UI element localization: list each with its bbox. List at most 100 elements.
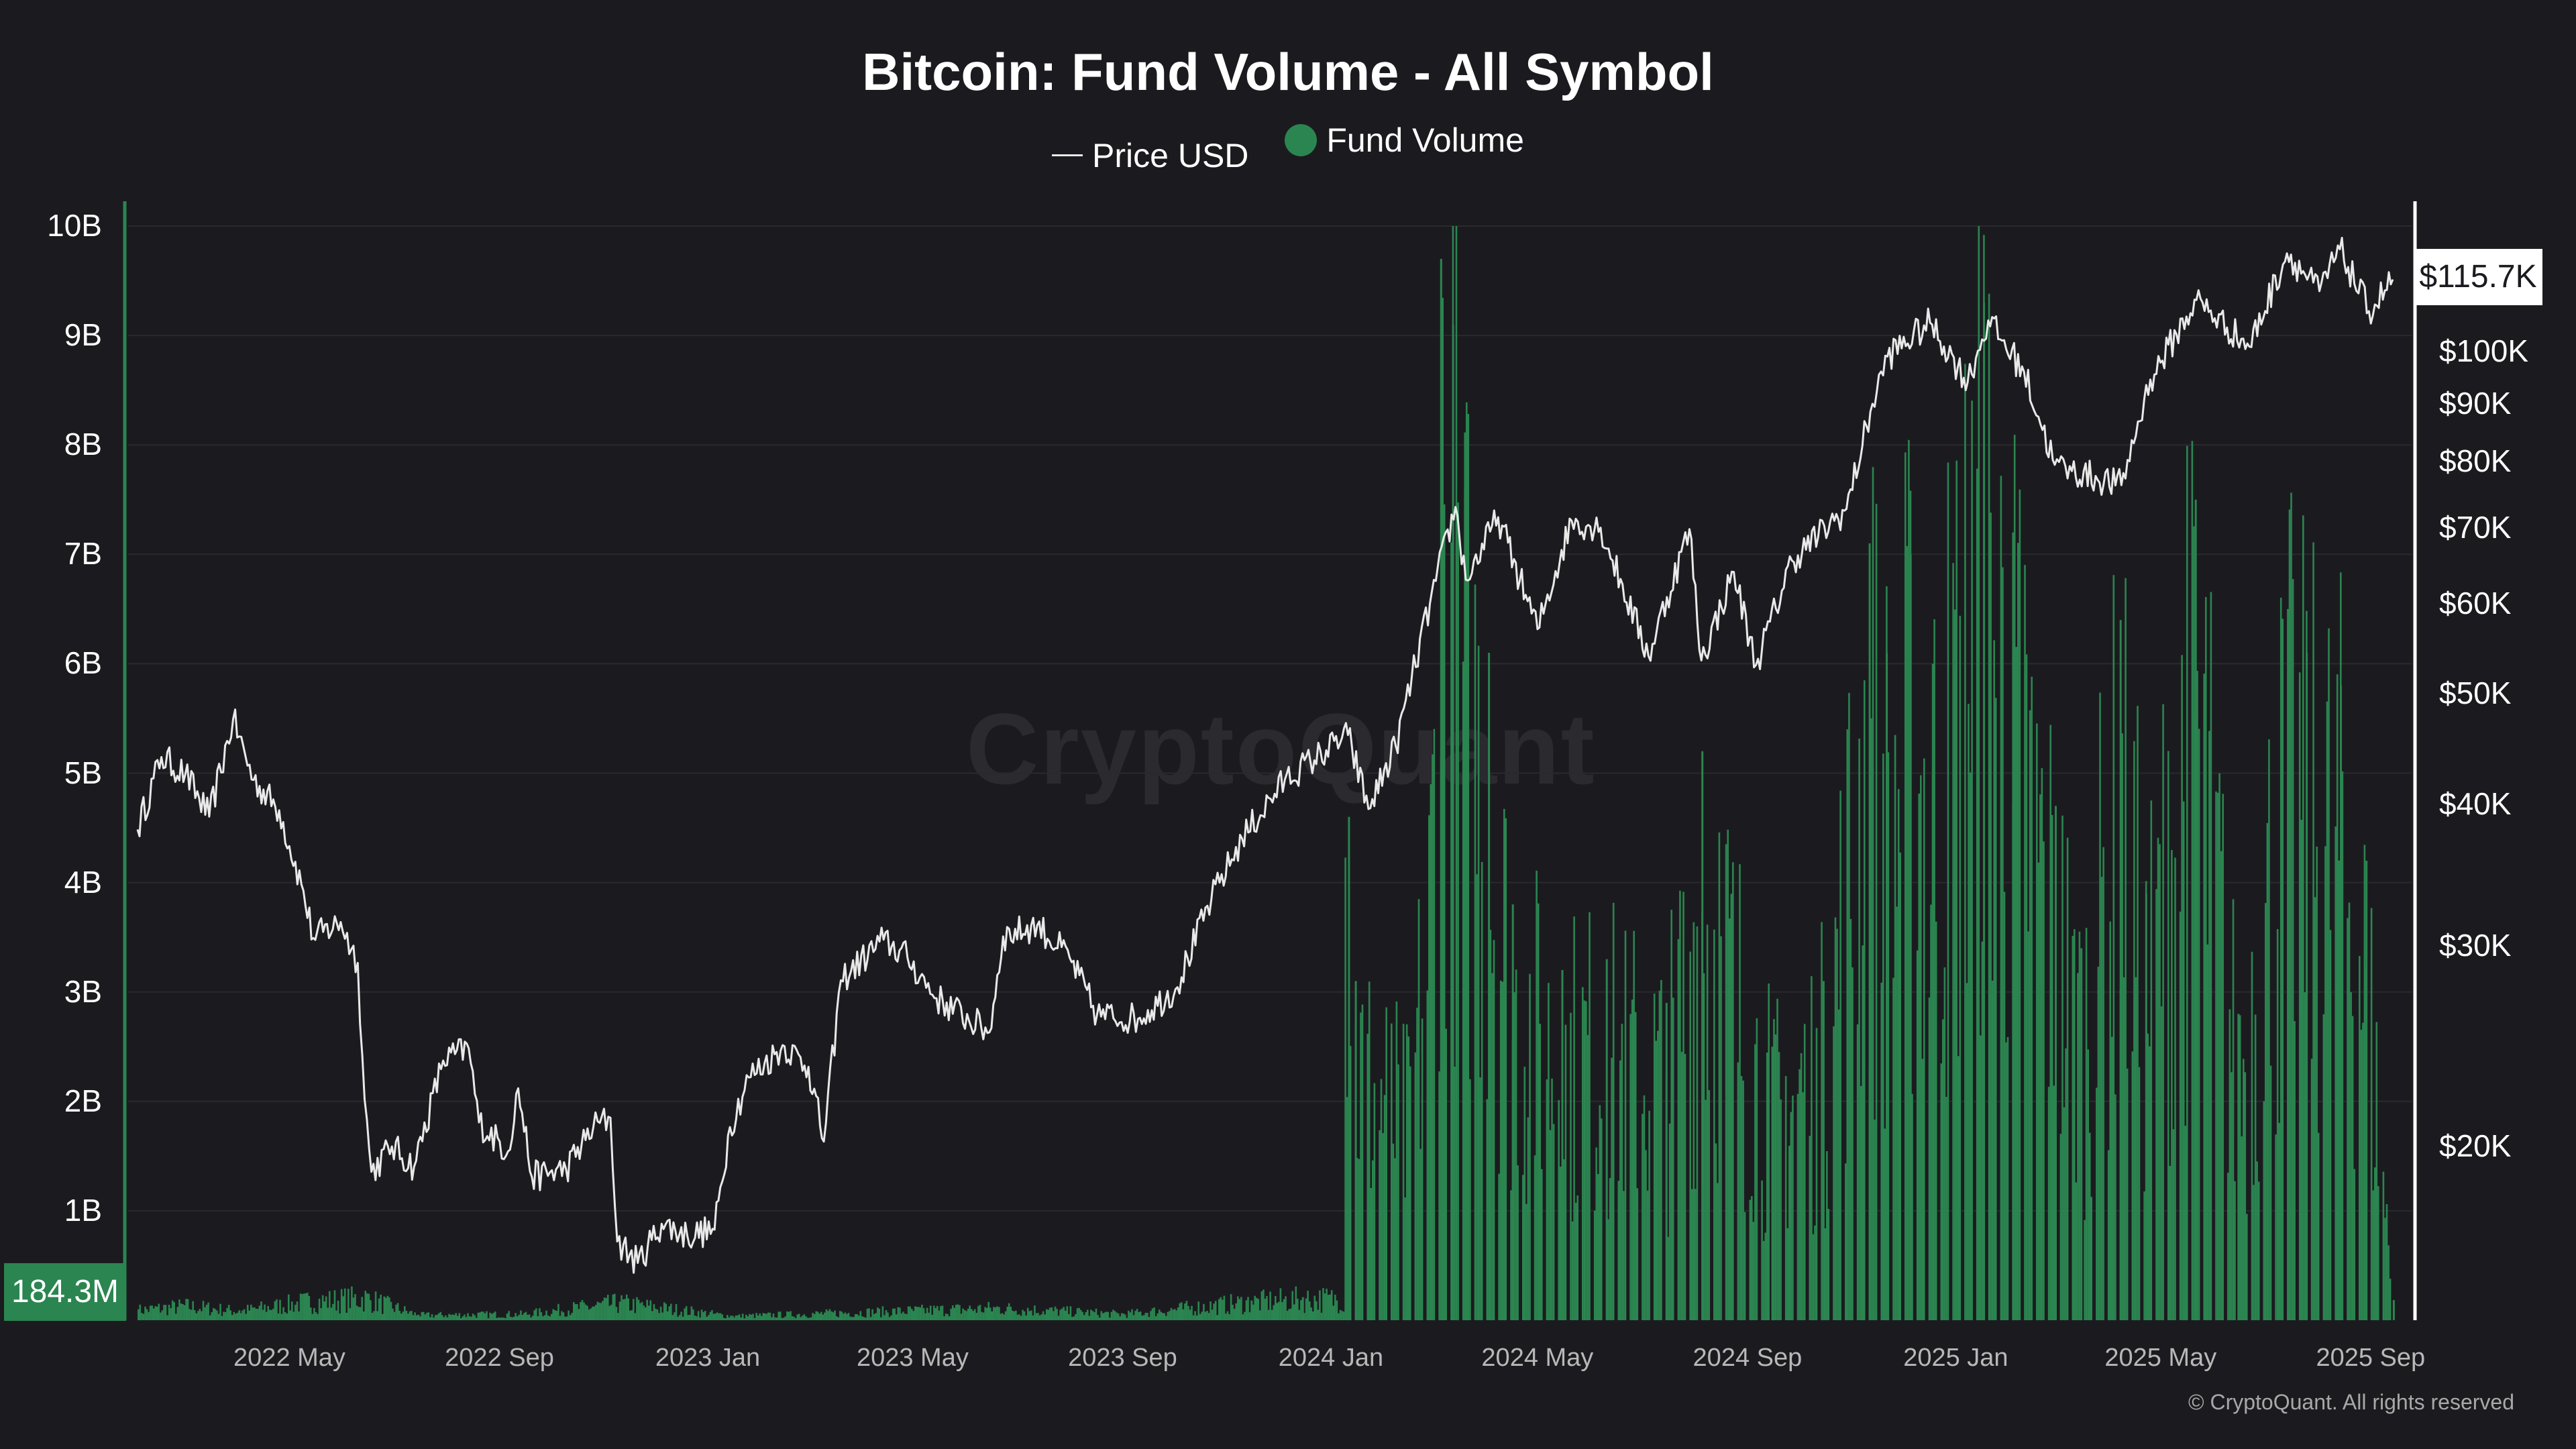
volume-bar xyxy=(446,1317,449,1320)
volume-bar xyxy=(254,1307,256,1320)
volume-bar xyxy=(1623,1191,1625,1320)
volume-bar xyxy=(2363,845,2366,1320)
volume-bar xyxy=(2169,1166,2171,1320)
volume-bar xyxy=(866,1308,869,1320)
volume-bar xyxy=(1404,1197,1406,1320)
volume-bar xyxy=(993,1307,995,1320)
volume-bar xyxy=(1897,789,1900,1320)
volume-bar xyxy=(1703,973,1705,1320)
volume-bar xyxy=(1226,1311,1229,1320)
volume-bar xyxy=(2251,951,2253,1320)
volume-bar xyxy=(1254,1295,1256,1320)
volume-bar xyxy=(289,1310,292,1320)
volume-bar xyxy=(921,1304,923,1320)
volume-bar xyxy=(1466,402,1468,1320)
volume-bar xyxy=(1993,640,1995,1320)
volume-bar xyxy=(646,1299,648,1320)
volume-bar xyxy=(547,1315,549,1320)
volume-bar xyxy=(1271,1309,1273,1320)
volume-bar xyxy=(2304,992,2306,1320)
volume-bar xyxy=(1297,1298,1299,1320)
volume-bar xyxy=(1281,1302,1283,1320)
volume-bar xyxy=(722,1318,725,1320)
volume-bar xyxy=(1382,1133,1384,1320)
volume-bar xyxy=(933,1305,935,1320)
volume-bar xyxy=(2256,1161,2258,1320)
volume-bar xyxy=(2121,733,2123,1320)
x-tick-label: 2025 May xyxy=(2104,1344,2217,1372)
volume-bar xyxy=(1151,1308,1154,1320)
volume-bar xyxy=(1153,1307,1155,1320)
volume-bar xyxy=(1522,1175,1524,1320)
volume-bar xyxy=(1308,1301,1311,1320)
volume-bar xyxy=(824,1312,826,1320)
volume-bar xyxy=(1232,1304,1234,1320)
volume-bar xyxy=(342,1296,344,1320)
volume-bar xyxy=(276,1299,278,1320)
volume-bar xyxy=(2314,897,2316,1320)
volume-bar xyxy=(227,1305,230,1320)
volume-bar xyxy=(484,1313,486,1320)
volume-bar xyxy=(164,1305,167,1320)
volume-bar xyxy=(1833,1026,1835,1320)
volume-bar xyxy=(1395,1001,1398,1320)
volume-bar xyxy=(1204,1311,1207,1320)
volume-bar xyxy=(849,1316,851,1320)
volume-bar xyxy=(737,1315,739,1320)
current-price-badge: $115.7K xyxy=(2414,249,2542,305)
volume-bar xyxy=(1303,1313,1305,1320)
volume-bar xyxy=(610,1304,612,1320)
volume-bar xyxy=(2231,1072,2233,1320)
volume-bar xyxy=(774,1317,776,1320)
volume-bar xyxy=(160,1312,162,1320)
volume-bar xyxy=(716,1312,718,1320)
volume-bar xyxy=(1218,1299,1220,1320)
volume-bar xyxy=(2123,977,2125,1320)
volume-bar xyxy=(871,1309,873,1320)
volume-bar xyxy=(1162,1313,1164,1320)
volume-bar xyxy=(2087,1049,2089,1320)
y-left-tick-label: 7B xyxy=(64,536,102,572)
y-right-tick-label: $100K xyxy=(2439,333,2529,368)
volume-bar xyxy=(641,1301,643,1320)
volume-bar xyxy=(1185,1301,1188,1320)
volume-bar xyxy=(854,1313,857,1320)
volume-bar xyxy=(417,1314,420,1320)
legend-item-price[interactable]: Price USD xyxy=(1052,136,1248,175)
volume-bar xyxy=(197,1311,199,1320)
volume-bar xyxy=(1573,916,1575,1320)
volume-bar xyxy=(511,1317,513,1320)
volume-bar xyxy=(269,1309,271,1320)
volume-bar xyxy=(333,1290,336,1320)
volume-bar xyxy=(2024,565,2026,1321)
volume-bar xyxy=(902,1311,904,1320)
volume-bar xyxy=(1394,1158,1396,1320)
volume-bar xyxy=(1574,1203,1577,1320)
legend-item-volume[interactable]: Fund Volume xyxy=(1285,121,1524,160)
volume-bar xyxy=(1991,980,1994,1320)
volume-bar xyxy=(1191,1305,1193,1320)
volume-bar xyxy=(1342,1311,1345,1320)
volume-bar xyxy=(2278,1122,2280,1320)
volume-bar xyxy=(771,1317,773,1320)
volume-bar xyxy=(445,1315,447,1320)
volume-bar xyxy=(865,1318,867,1320)
volume-bar xyxy=(1012,1310,1014,1320)
volume-bar xyxy=(777,1311,780,1320)
volume-bar xyxy=(576,1304,578,1320)
volume-bar xyxy=(252,1307,254,1320)
volume-bar xyxy=(994,1307,997,1320)
volume-bar xyxy=(858,1316,860,1320)
volume-bar xyxy=(962,1308,964,1320)
volume-bar xyxy=(1405,1024,1408,1320)
volume-bar xyxy=(1969,772,1972,1320)
volume-bar xyxy=(868,1308,870,1320)
volume-bar xyxy=(875,1313,877,1320)
volume-bar xyxy=(1940,1063,1943,1320)
volume-bar xyxy=(537,1316,539,1320)
volume-bar xyxy=(305,1300,307,1320)
volume-bar xyxy=(1300,1300,1302,1320)
volume-bar xyxy=(2059,1134,2062,1320)
volume-bar xyxy=(255,1309,258,1320)
volume-bar xyxy=(914,1306,916,1320)
